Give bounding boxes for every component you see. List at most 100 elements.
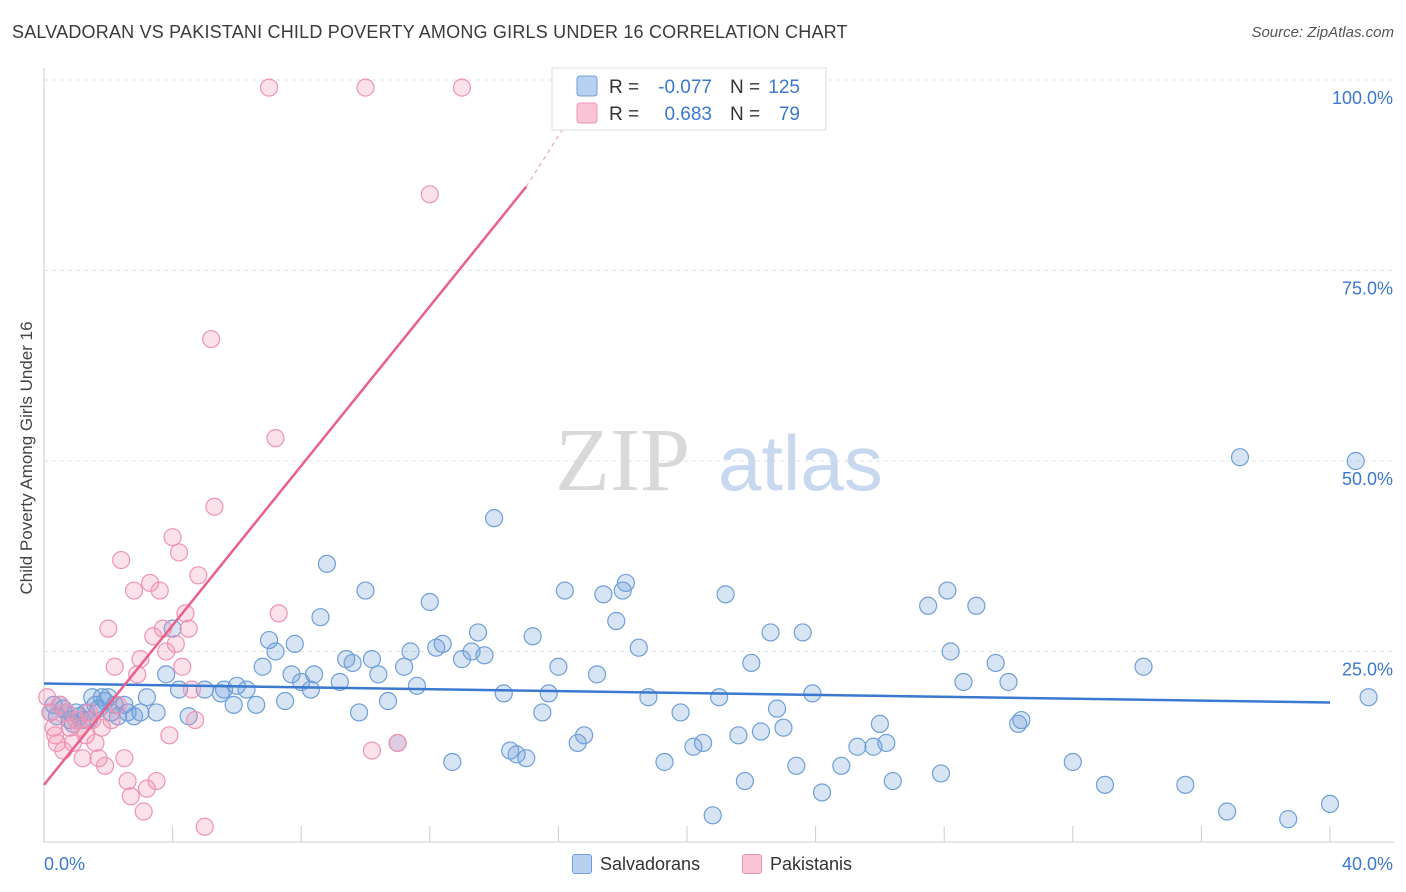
salvadorans-point-60 xyxy=(401,642,420,661)
salvadorans-point-84 xyxy=(607,611,626,631)
salvadorans-point-40 xyxy=(259,630,279,650)
pakistanis-point-55 xyxy=(356,78,375,97)
salvadorans-trend-line xyxy=(43,682,1331,704)
salvadorans-point-70 xyxy=(485,509,504,528)
axes xyxy=(43,68,1394,843)
salvadorans-point-69 xyxy=(475,646,494,665)
pakistanis-point-44 xyxy=(176,604,195,623)
salvadorans-point-129 xyxy=(1279,810,1298,829)
salvadorans-point-125 xyxy=(1134,657,1153,676)
salvadorans-point-99 xyxy=(751,722,771,741)
salvadorans-point-74 xyxy=(517,749,536,768)
y-tick-label-1: 75.0% xyxy=(1342,279,1393,299)
salvadorans-point-78 xyxy=(549,657,568,676)
pakistanis-point-27 xyxy=(121,787,140,806)
pakistanis-trend-extension xyxy=(525,125,566,188)
pakistanis-point-52 xyxy=(259,78,279,97)
salvadorans-point-75 xyxy=(523,627,542,646)
pakistanis-point-48 xyxy=(189,566,208,585)
salvadorans-point-41 xyxy=(266,642,285,661)
tick-labels: 100.0% 75.0% 50.0% 25.0% 0.0% 40.0% xyxy=(44,88,1393,874)
salvadorans-point-55 xyxy=(362,650,382,669)
watermark-atlas: atlas xyxy=(718,419,883,507)
pakistanis-point-43 xyxy=(173,657,192,676)
y-tick-label-2: 50.0% xyxy=(1342,469,1393,489)
pakistanis-point-8 xyxy=(60,718,79,737)
pakistanis-point-35 xyxy=(147,771,166,791)
salvadorans-point-38 xyxy=(247,695,266,714)
salvadorans-point-80 xyxy=(568,733,587,753)
pakistanis-point-5 xyxy=(50,695,70,714)
y-tick-label-0: 100.0% xyxy=(1332,88,1393,108)
salvadorans-point-114 xyxy=(931,764,951,783)
legend-item-pakistanis: Pakistanis xyxy=(742,851,852,877)
salvadorans-point-66 xyxy=(452,650,472,669)
pakistanis-point-39 xyxy=(160,726,179,745)
legend-item-salvadorans: Salvadorans xyxy=(572,851,700,877)
pakistanis-point-17 xyxy=(89,749,108,768)
pakistanis-point-42 xyxy=(169,543,189,562)
trend-lines xyxy=(43,125,1331,786)
pakistanis-swatch xyxy=(742,854,762,874)
watermark: ZIP atlas xyxy=(555,411,883,510)
legend-r-label-2: R = xyxy=(609,104,639,125)
pakistanis-point-30 xyxy=(131,650,150,669)
salvadorans-point-25 xyxy=(131,703,150,722)
pakistanis-point-1 xyxy=(41,703,60,722)
salvadorans-point-132 xyxy=(1359,688,1378,707)
salvadorans-point-29 xyxy=(163,619,182,638)
pakistanis-point-46 xyxy=(182,680,201,699)
pakistanis-point-51 xyxy=(205,497,224,516)
pakistanis-point-49 xyxy=(195,817,214,836)
grid-lines xyxy=(44,79,1394,652)
pakistanis-point-58 xyxy=(420,185,439,204)
salvadorans-point-112 xyxy=(883,771,902,791)
salvadorans-point-65 xyxy=(443,752,462,772)
pakistanis-point-40 xyxy=(163,528,182,547)
pakistanis-point-15 xyxy=(83,710,102,730)
pakistanis-point-31 xyxy=(134,802,153,821)
salvadorans-point-119 xyxy=(986,653,1005,673)
salvadorans-point-59 xyxy=(394,657,414,676)
pakistanis-point-57 xyxy=(388,733,407,753)
salvadorans-point-35 xyxy=(224,695,243,714)
salvadorans-point-47 xyxy=(304,665,324,684)
salvadorans-point-52 xyxy=(343,653,362,673)
salvadorans-point-118 xyxy=(967,596,986,615)
salvadorans-point-100 xyxy=(761,623,780,642)
salvadorans-point-113 xyxy=(919,596,938,615)
salvadorans-point-97 xyxy=(735,771,754,791)
x-tick-label-1: 40.0% xyxy=(1342,854,1393,874)
pakistanis-point-54 xyxy=(269,604,288,623)
salvadorans-points xyxy=(41,448,1378,829)
legend-r-value-2: 0.683 xyxy=(664,104,712,125)
watermark-zip: ZIP xyxy=(555,411,690,510)
salvadorans-point-96 xyxy=(729,726,748,745)
salvadorans-point-123 xyxy=(1063,752,1082,772)
salvadorans-point-115 xyxy=(938,581,957,600)
salvadorans-point-82 xyxy=(587,665,607,684)
legend-r-label-1: R = xyxy=(609,77,639,98)
salvadorans-point-92 xyxy=(693,733,713,753)
bottom-legend: Salvadorans Pakistanis xyxy=(0,851,1406,877)
salvadorans-point-62 xyxy=(420,592,439,612)
pakistanis-point-56 xyxy=(362,741,382,760)
pakistanis-point-41 xyxy=(166,634,185,653)
pakistanis-point-16 xyxy=(86,733,105,753)
source-label: Source: ZipAtlas.com xyxy=(1251,24,1394,41)
salvadorans-point-83 xyxy=(594,585,613,604)
y-tick-label-3: 25.0% xyxy=(1342,660,1393,680)
salvadorans-point-126 xyxy=(1176,775,1195,794)
salvadorans-point-111 xyxy=(877,733,896,753)
salvadorans-point-28 xyxy=(157,665,176,684)
pakistanis-point-33 xyxy=(140,573,160,593)
salvadorans-point-61 xyxy=(407,676,427,695)
salvadorans-point-127 xyxy=(1218,802,1237,821)
legend-n-label-2: N = xyxy=(730,104,760,125)
salvadorans-point-44 xyxy=(285,634,304,653)
salvadorans-point-50 xyxy=(330,672,349,692)
salvadorans-point-26 xyxy=(137,688,156,707)
pakistanis-point-28 xyxy=(124,581,144,600)
salvadorans-point-117 xyxy=(954,672,973,692)
salvadorans-point-49 xyxy=(317,554,337,573)
